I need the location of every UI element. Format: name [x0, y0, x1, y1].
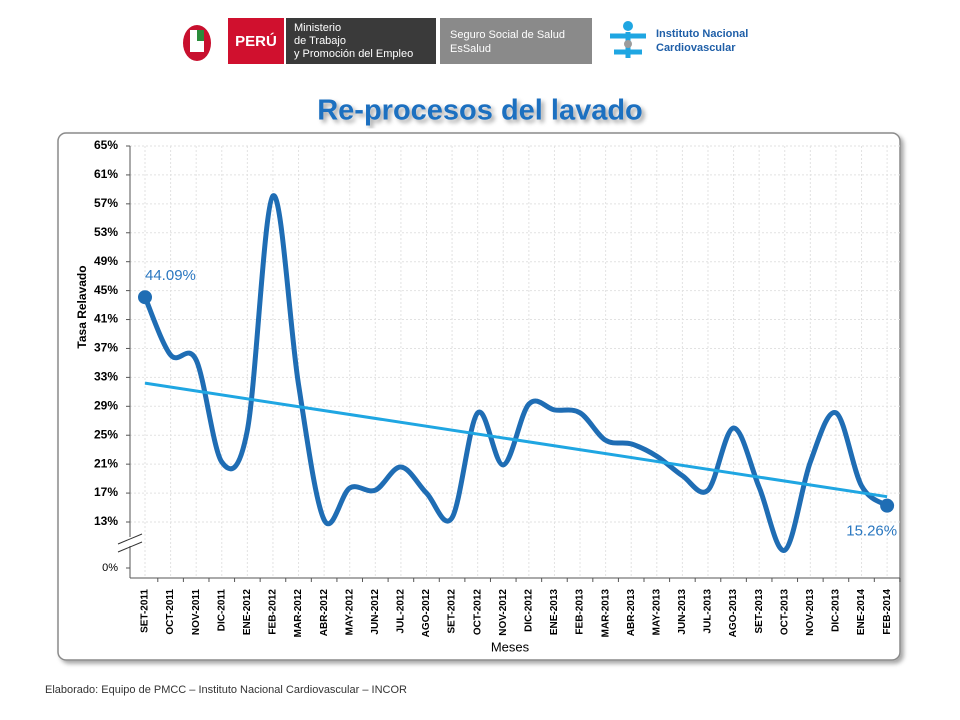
y-tick-label: 13% [94, 514, 118, 528]
x-tick-label: MAY-2012 [344, 589, 355, 636]
x-tick-label: MAR-2012 [293, 589, 304, 638]
x-axis-label: Meses [491, 639, 530, 654]
y-tick-label: 53% [94, 225, 118, 239]
data-line [142, 193, 889, 553]
essalud-line: Seguro Social de Salud [450, 29, 565, 41]
peru-label: PERÚ [235, 32, 277, 50]
peru-box [228, 18, 284, 64]
x-tick-label: AGO-2013 [728, 589, 739, 638]
x-tick-label: ENE-2014 [856, 589, 867, 636]
x-tick-label: AGO-2012 [421, 589, 432, 638]
y-tick-label: 49% [94, 254, 118, 268]
y-tick-label: 33% [94, 370, 118, 384]
x-tick-label: OCT-2011 [165, 589, 176, 635]
y-tick-label: 0% [102, 562, 118, 574]
x-tick-label: NOV-2011 [191, 589, 202, 636]
x-tick-label: JUN-2012 [370, 589, 381, 635]
y-tick-label: 37% [94, 341, 118, 355]
x-tick-label: DIC-2013 [831, 589, 842, 632]
y-tick-label: 17% [94, 485, 118, 499]
ministry-line: de Trabajo [294, 35, 346, 47]
y-tick-label: 65% [94, 138, 118, 152]
x-tick-label: ABR-2013 [626, 589, 637, 637]
x-tick-label: ENE-2012 [242, 589, 253, 636]
x-tick-label: MAY-2013 [651, 589, 662, 636]
y-tick-label: 61% [94, 167, 118, 181]
end-marker [880, 498, 895, 513]
x-tick-label: ENE-2013 [549, 589, 560, 636]
y-tick-label: 57% [94, 196, 118, 210]
axis-break-gap [118, 537, 142, 546]
data-label: 44.09% [145, 267, 196, 284]
x-tick-label: OCT-2013 [779, 589, 790, 636]
x-tick-label: OCT-2012 [472, 589, 483, 636]
y-tick-label: 45% [94, 283, 118, 297]
x-tick-label: NOV-2012 [498, 589, 509, 636]
y-tick-label: 29% [94, 398, 118, 412]
x-tick-label: ABR-2012 [319, 589, 330, 637]
chart-frame [57, 132, 901, 661]
institute-line: Cardiovascular [656, 42, 736, 54]
x-tick-label: JUL-2012 [396, 589, 407, 634]
axis-break [117, 533, 143, 545]
ministry-line: y Promoción del Empleo [294, 48, 413, 60]
x-tick-label: FEB-2013 [575, 589, 586, 635]
x-tick-label: SET-2013 [754, 589, 765, 634]
y-axis-label: Tasa Relavado [75, 265, 89, 348]
plot: 0% 13% 17% 21% 25% 29% 33% 37% 41% 45% 49% 53% 57% 61… [94, 138, 901, 638]
x-tick-label: FEB-2014 [882, 589, 893, 635]
x-tick-label: NOV-2013 [805, 589, 816, 636]
ministry-box [286, 18, 436, 64]
data-label: 15.26% [846, 523, 897, 540]
essalud-box [440, 18, 592, 64]
y-tick-label: 21% [94, 456, 118, 470]
coat-of-arms [183, 25, 211, 61]
x-tick-label: SET-2012 [447, 589, 458, 634]
chart-title: Re-procesos del lavado [317, 95, 643, 127]
x-tick-label: DIC-2011 [216, 589, 227, 632]
institute-line: Instituto Nacional [656, 28, 748, 40]
incor-icon [610, 21, 646, 58]
ministry-line: Ministerio [294, 22, 341, 34]
x-tick-label: MAR-2013 [600, 589, 611, 638]
x-tick-label: SET-2011 [140, 589, 151, 633]
x-tick-label: DIC-2012 [523, 589, 534, 632]
essalud-line: EsSalud [450, 43, 491, 55]
y-tick-label: 25% [94, 427, 118, 441]
header: PERÚ Ministerio de Trabajo y Promoción d… [183, 18, 748, 64]
x-tick-label: JUL-2013 [703, 589, 714, 634]
x-tick-label: FEB-2012 [268, 589, 279, 635]
axis-break [117, 541, 143, 553]
trend-line [144, 381, 888, 499]
end-marker [138, 290, 152, 305]
footer: Elaborado: Equipo de PMCC – Instituto Na… [45, 684, 407, 696]
y-tick-label: 41% [94, 312, 118, 326]
x-tick-label: JUN-2013 [677, 589, 688, 635]
